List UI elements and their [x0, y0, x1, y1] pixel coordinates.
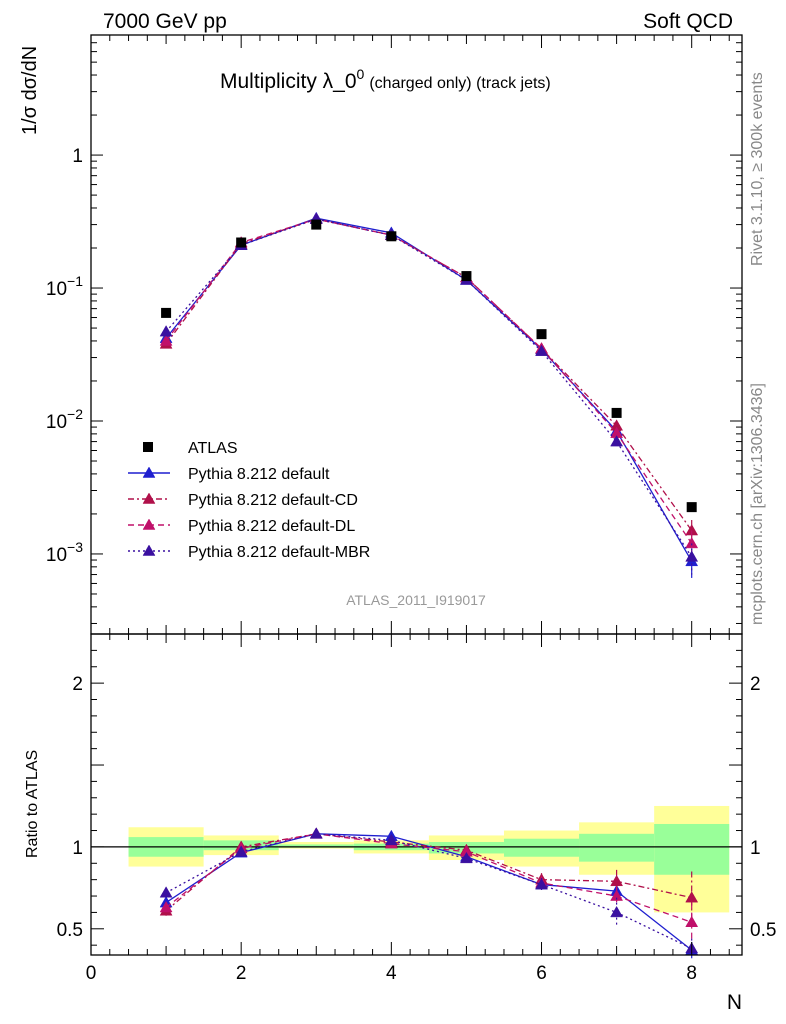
ratio-point — [159, 886, 173, 898]
uncertainty-band-green — [579, 833, 655, 862]
mcplots-reference-text: mcplots.cern.ch [arXiv:1306.3436] — [749, 383, 766, 625]
y-tick-label: 10−2 — [46, 406, 83, 433]
uncertainty-band-green — [503, 838, 580, 857]
ratio-point — [535, 878, 548, 890]
title-main: Multiplicity λ_0 — [220, 70, 357, 93]
rivet-version-text: Rivet 3.1.10, ≥ 300k events — [749, 72, 766, 266]
mc-series-line — [165, 217, 693, 562]
title-small: (charged only) (track jets) — [369, 75, 550, 92]
main-title: Multiplicity λ_00(charged only) (track j… — [220, 66, 551, 93]
ratio-point — [234, 845, 248, 857]
header-right: Soft QCD — [643, 10, 733, 33]
ratio-point — [610, 905, 624, 918]
ratio-y-tick-label: 2 — [72, 674, 83, 695]
legend: ATLAS Pythia 8.212 default Pythia 8.212 de… — [128, 440, 370, 561]
y-tick-label-exponent: −3 — [67, 539, 83, 555]
legend-label: Pythia 8.212 default-DL — [188, 518, 355, 535]
mc-point — [159, 334, 173, 346]
analysis-id-label: ATLAS_2011_I919017 — [346, 592, 486, 608]
ratio-point — [309, 827, 323, 839]
mc-series-line — [165, 218, 693, 531]
ratio-series-line — [165, 833, 693, 951]
ratio-point — [159, 901, 173, 913]
ratio-y-tick-label-right: 0.5 — [750, 920, 776, 941]
ratio-series-line — [165, 833, 692, 950]
legend-label: Pythia 8.212 default-CD — [188, 492, 358, 509]
uncertainty-band-green — [278, 844, 354, 848]
main-data-layer — [159, 211, 699, 578]
x-tick-label: 6 — [536, 963, 547, 984]
y-tick-label-base: 10 — [46, 279, 67, 300]
x-tick-label: 2 — [236, 963, 247, 984]
axes-frame: 110−110−210−30 2 4 6 80.5 0.51 12 2 — [46, 34, 776, 984]
ratio-y-tick-label-right: 2 — [750, 674, 761, 695]
ratio-point — [610, 874, 624, 887]
data-point — [161, 307, 172, 318]
data-point — [311, 219, 322, 230]
ratio-ylabel: Ratio to ATLAS — [24, 750, 41, 858]
x-axis-label: N — [727, 991, 742, 1014]
mc-point — [685, 550, 699, 562]
y-tick-label-base: 10 — [46, 412, 67, 433]
ratio-point — [460, 851, 473, 864]
legend-marker — [142, 466, 156, 478]
ratio-point — [610, 889, 624, 901]
data-point — [536, 329, 547, 340]
legend-label: Pythia 8.212 default — [188, 466, 330, 483]
legend-marker-atlas — [143, 442, 153, 452]
y-tick-label-base: 10 — [46, 545, 67, 566]
ratio-y-tick-label: 1 — [72, 838, 83, 859]
x-tick-label: 4 — [386, 963, 397, 984]
legend-label-atlas: ATLAS — [188, 440, 238, 457]
ratio-point — [384, 833, 398, 846]
y-tick-label: 1 — [72, 146, 83, 167]
y-tick-label: 10−3 — [46, 539, 83, 566]
mc-point — [610, 435, 624, 447]
legend-label: Pythia 8.212 default-MBR — [188, 544, 370, 561]
mc-point — [159, 325, 173, 337]
data-point — [236, 237, 247, 248]
uncertainty-band-green — [654, 823, 730, 875]
ratio-frame — [90, 633, 743, 956]
legend-marker — [142, 518, 156, 530]
data-point — [686, 502, 697, 513]
data-point — [461, 271, 472, 282]
y-tick-label: 10−1 — [46, 273, 83, 300]
ratio-panel — [91, 805, 742, 959]
ratio-y-tick-label-right: 1 — [750, 838, 761, 859]
data-point — [386, 231, 397, 242]
ratio-point — [685, 891, 699, 903]
ratio-series-line — [165, 833, 692, 923]
x-tick-label: 8 — [686, 963, 697, 984]
mc-point — [535, 344, 548, 356]
y-tick-label-exponent: −1 — [67, 273, 83, 289]
x-tick-label: 0 — [86, 963, 97, 984]
mc-series-line — [165, 218, 693, 544]
header-left: 7000 GeV pp — [103, 10, 227, 33]
main-ylabel: 1/σ dσ/dN — [19, 46, 41, 135]
ratio-y-tick-label: 0.5 — [57, 920, 83, 941]
ratio-point — [685, 915, 699, 927]
legend-marker — [142, 492, 156, 504]
title-superscript: 0 — [357, 66, 365, 82]
mc-point — [685, 536, 699, 549]
y-tick-label-exponent: −2 — [67, 406, 83, 422]
data-point — [611, 407, 622, 418]
legend-marker — [142, 544, 156, 556]
